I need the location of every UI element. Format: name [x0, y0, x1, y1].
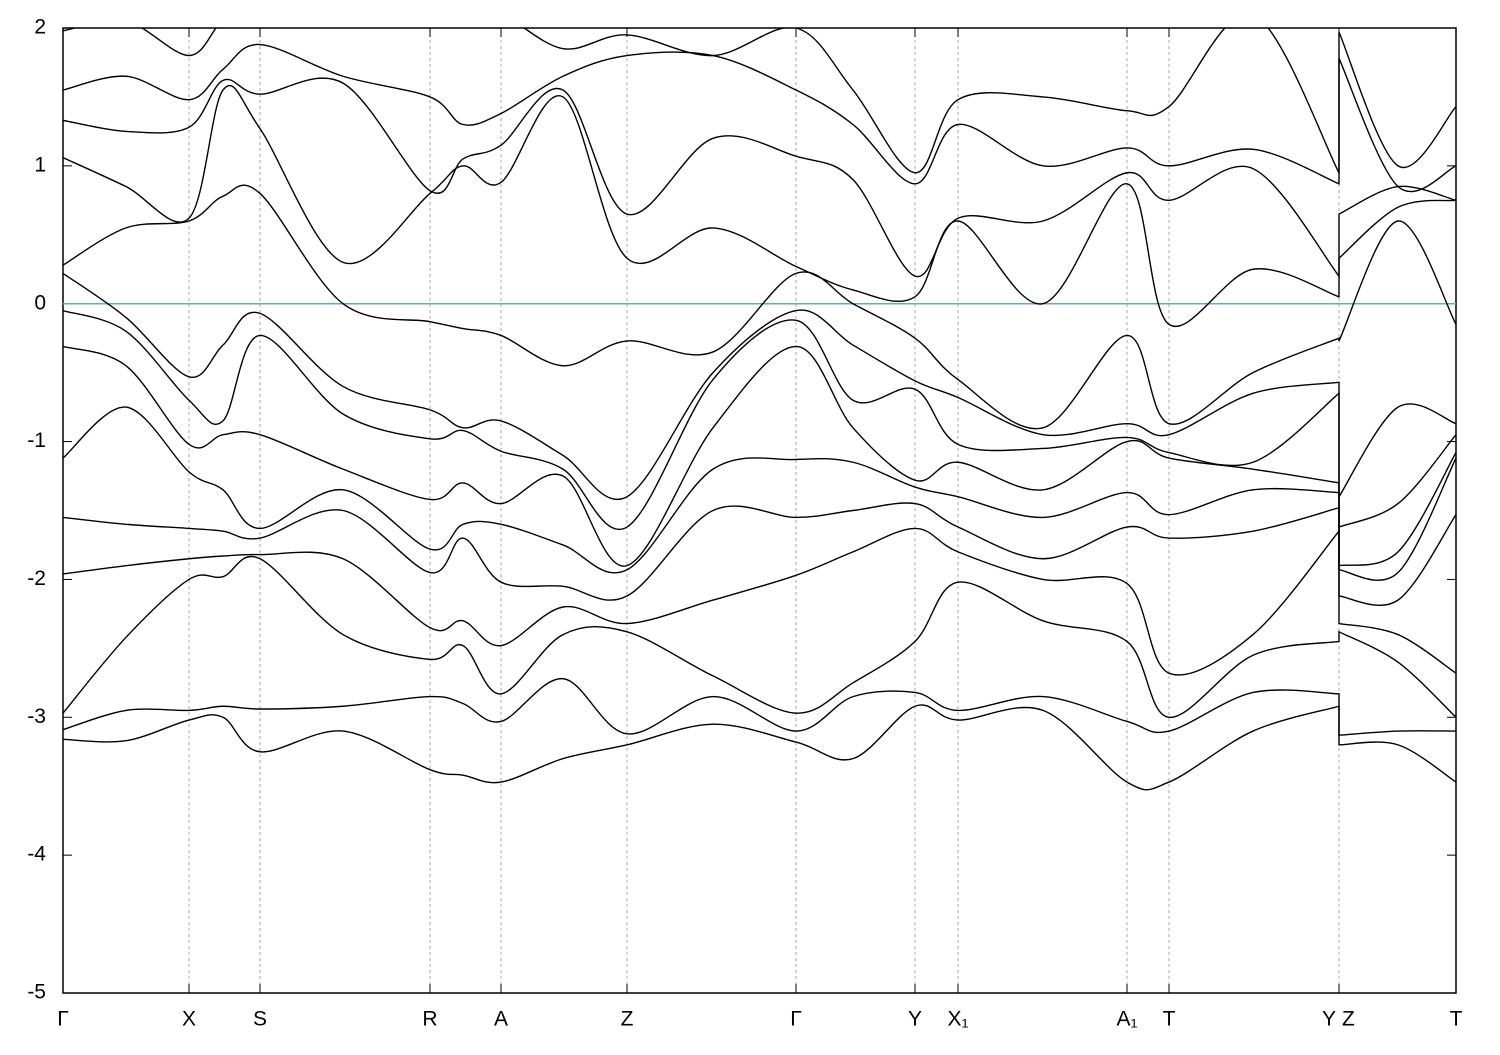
bands [63, 28, 1456, 791]
band-line [63, 77, 1456, 279]
x-tick-label: X₁ [947, 1008, 968, 1031]
band-line [63, 272, 1456, 500]
x-tick-label: Z [1342, 1008, 1355, 1031]
x-tick-label: S [253, 1008, 267, 1031]
x-tick-label: T [1450, 1008, 1463, 1031]
y-tick-label: 1 [34, 153, 46, 176]
band-line [63, 704, 1456, 791]
grid [62, 27, 1457, 994]
x-tick-label: Y [1322, 1008, 1336, 1031]
band-line [63, 84, 1456, 328]
y-tick-label: 0 [34, 291, 46, 314]
x-tick-label: Y [908, 1008, 922, 1031]
band-line [63, 555, 1456, 718]
band-line [63, 502, 1456, 606]
x-tick-label: Γ [790, 1008, 802, 1031]
plot-frame [62, 27, 1457, 994]
x-tick-label: Z [621, 1008, 634, 1031]
band-line [63, 309, 1456, 531]
band-line [63, 527, 1456, 676]
band-line [63, 28, 1456, 174]
x-tick-label: R [422, 1008, 437, 1031]
x-tick-label: T [1163, 1008, 1176, 1031]
x-tick-label: X [182, 1008, 196, 1031]
band-line [63, 184, 1456, 430]
y-tick-label: 2 [34, 16, 46, 39]
y-tick-label: -3 [27, 705, 46, 728]
band-line [63, 406, 1456, 581]
y-tick-label: -5 [27, 981, 46, 1004]
band-line [63, 677, 1456, 736]
band-line [63, 43, 1456, 193]
x-tick-label: A [494, 1008, 508, 1031]
y-tick-label: -1 [27, 429, 46, 452]
x-tick-label: Γ [57, 1008, 69, 1031]
band-line [63, 345, 1456, 567]
x-tick-label: A₁ [1116, 1008, 1137, 1031]
y-tick-label: -2 [27, 567, 46, 590]
y-tick-label: -4 [27, 843, 46, 866]
